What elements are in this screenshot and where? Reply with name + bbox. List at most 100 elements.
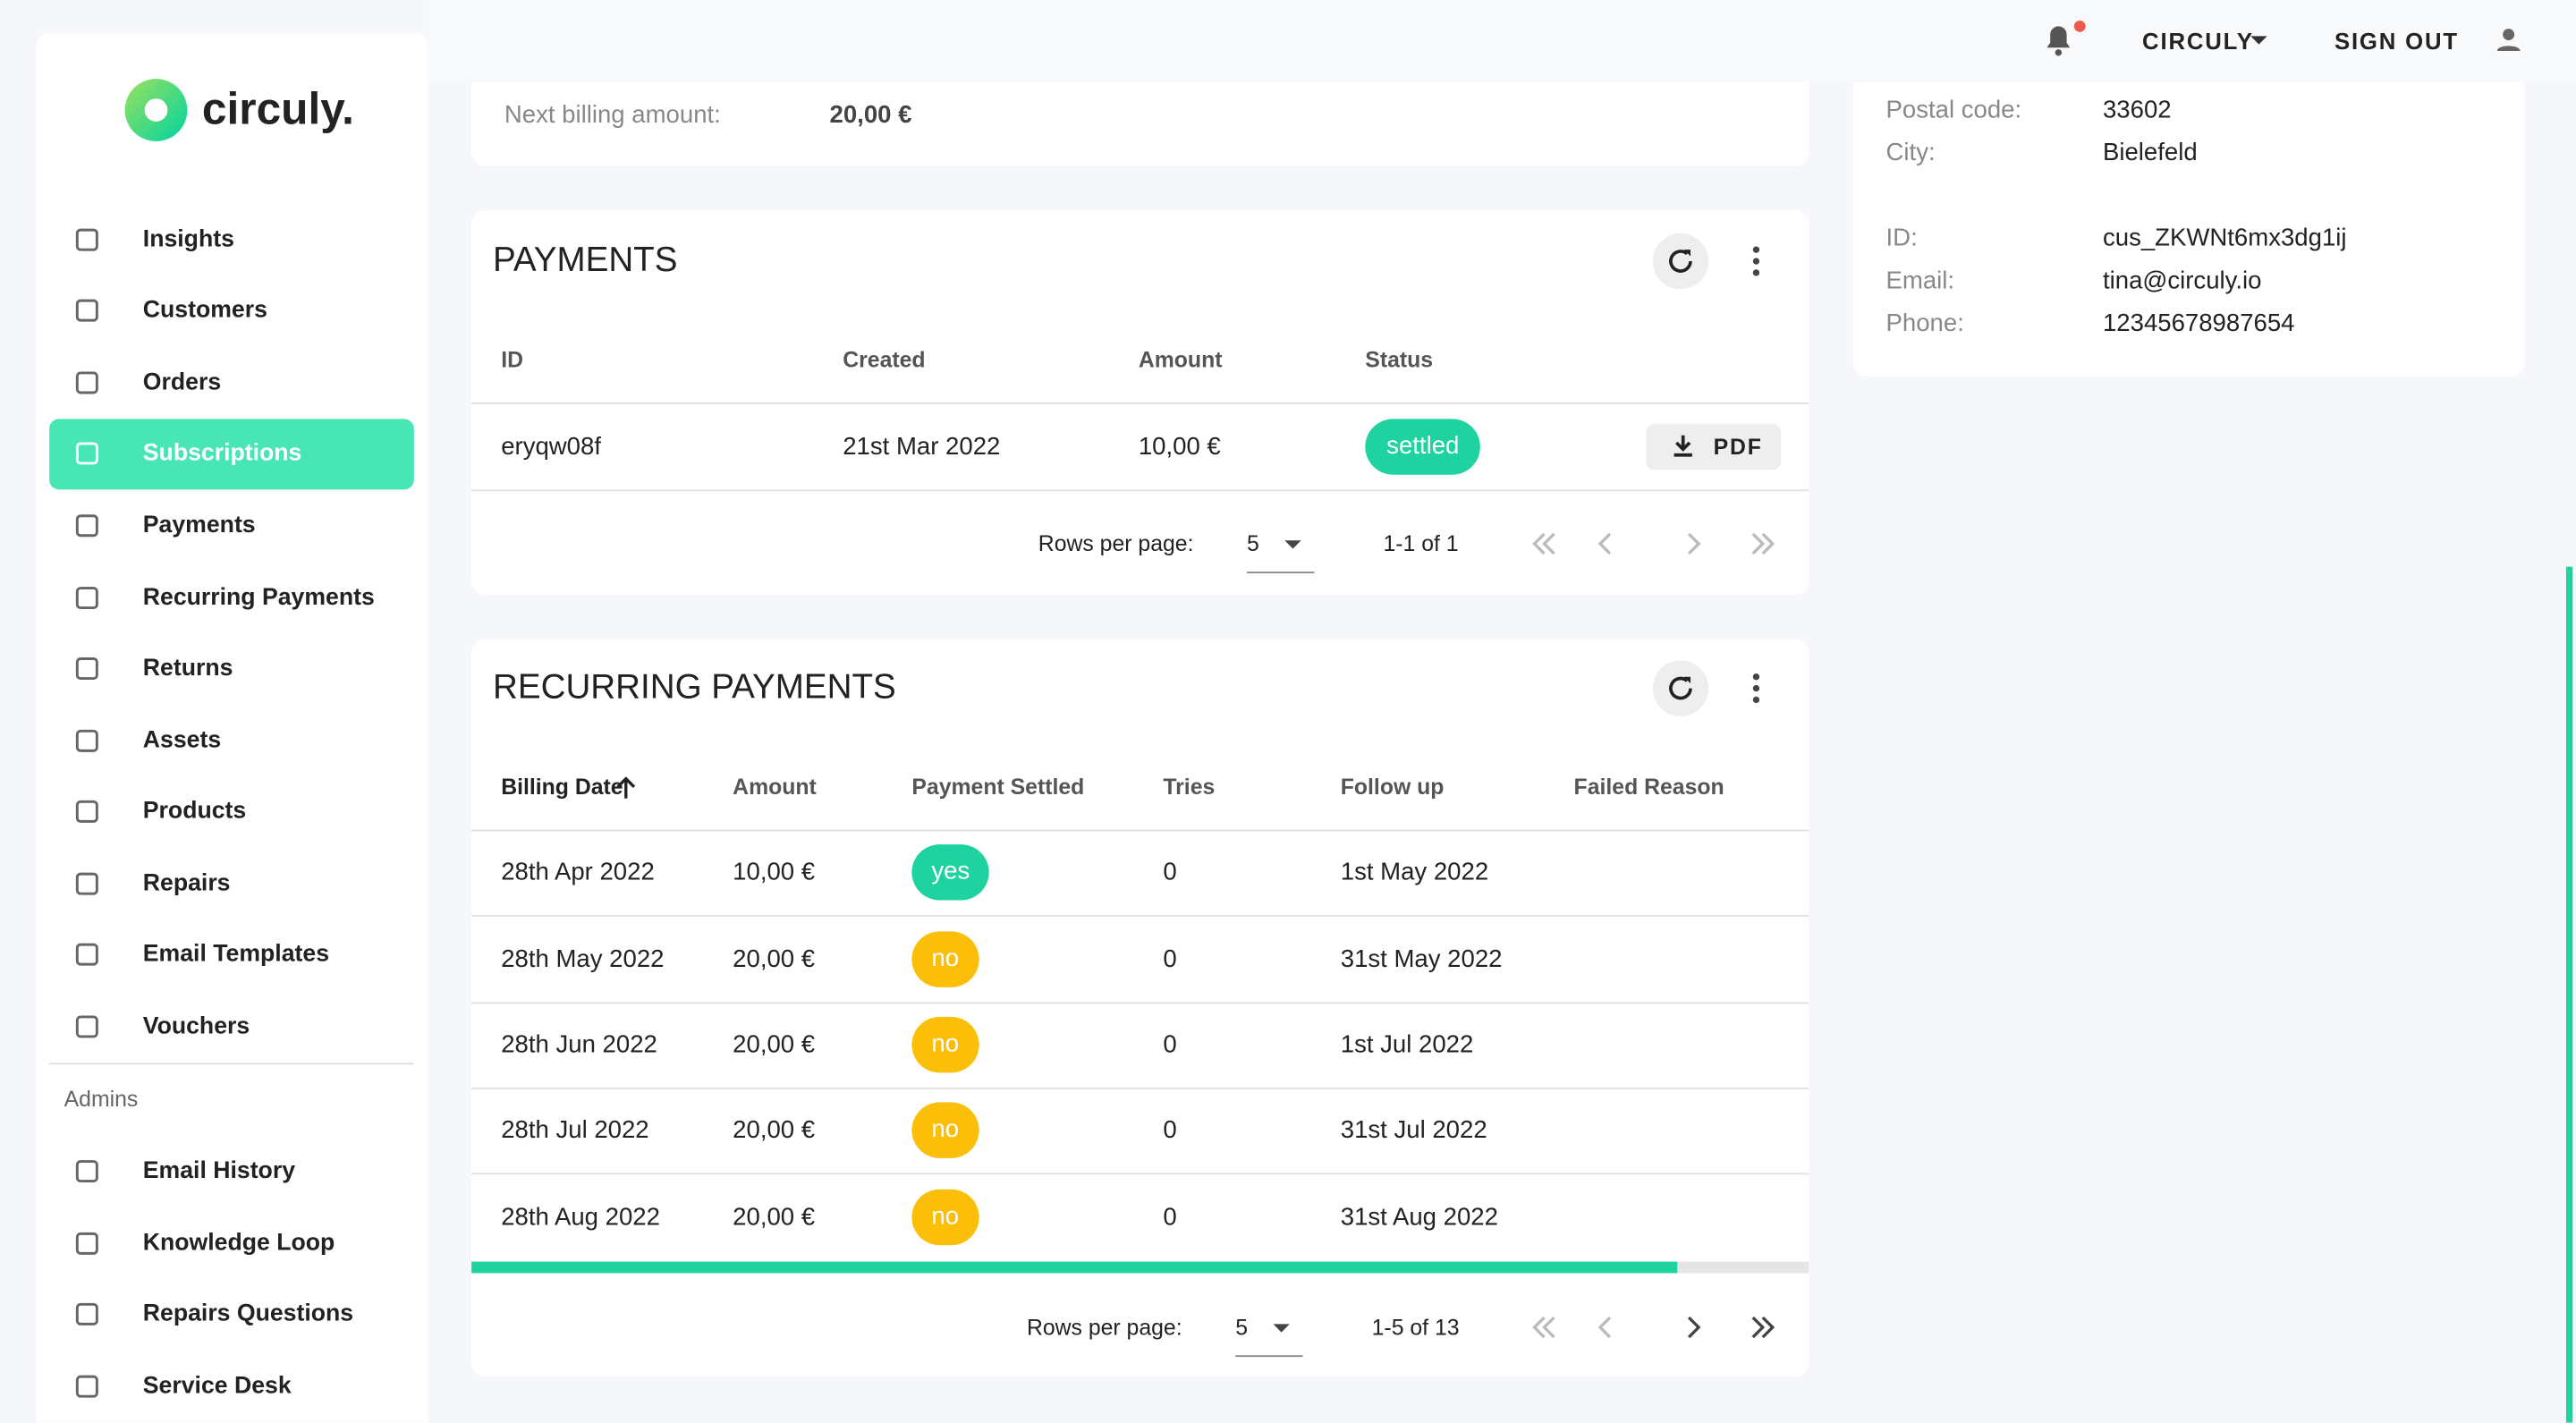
rows-per-page[interactable]: 5 bbox=[1247, 531, 1259, 556]
field-label: Phone: bbox=[1885, 309, 1964, 338]
cell: 28th Apr 2022 bbox=[501, 858, 655, 886]
sort-icon[interactable] bbox=[616, 776, 636, 799]
nav-item[interactable]: Products bbox=[142, 798, 247, 826]
cell: 0 bbox=[1163, 1030, 1177, 1059]
nav-item[interactable]: Returns bbox=[142, 655, 233, 682]
field-value: cus_ZKWNt6mx3dg1ij bbox=[2102, 224, 2347, 252]
nav-icon bbox=[75, 442, 98, 465]
cell: 1st Jul 2022 bbox=[1340, 1030, 1474, 1059]
cell: 20,00 € bbox=[733, 1203, 816, 1232]
field-value: Bielefeld bbox=[2102, 139, 2198, 167]
cell: 20,00 € bbox=[733, 1030, 816, 1059]
more-button[interactable] bbox=[1748, 672, 1764, 705]
refresh-button[interactable] bbox=[1652, 233, 1709, 290]
sign-out[interactable]: SIGN OUT bbox=[2334, 28, 2459, 55]
column-header: Payment Settled bbox=[911, 775, 1085, 800]
bell-icon[interactable] bbox=[2042, 20, 2086, 59]
page-button[interactable] bbox=[1687, 1316, 1708, 1339]
row-divider bbox=[471, 489, 1809, 492]
topbar bbox=[428, 0, 2576, 82]
column-header[interactable]: Billing Date bbox=[501, 775, 623, 800]
page-button[interactable] bbox=[1532, 1316, 1555, 1339]
more-button[interactable] bbox=[1748, 245, 1764, 278]
nav-item[interactable]: Subscriptions bbox=[142, 440, 302, 467]
nav-icon bbox=[75, 1375, 98, 1398]
settled-chip: no bbox=[911, 1102, 979, 1158]
pdf-label[interactable]: PDF bbox=[1713, 434, 1763, 460]
field-label: City: bbox=[1885, 139, 1936, 167]
field-label: ID: bbox=[1885, 224, 1918, 252]
nav-item[interactable]: Email Templates bbox=[142, 941, 330, 968]
nav-active-bg[interactable] bbox=[49, 419, 414, 490]
cell: 0 bbox=[1163, 945, 1177, 974]
pdf-button[interactable] bbox=[1646, 423, 1781, 470]
rows-per-page[interactable]: 5 bbox=[1235, 1315, 1249, 1340]
dropdown-icon[interactable] bbox=[2250, 33, 2267, 47]
cell: 0 bbox=[1163, 1116, 1177, 1145]
page-button[interactable] bbox=[1687, 532, 1708, 555]
nav-icon bbox=[75, 872, 98, 895]
row-divider bbox=[471, 402, 1809, 404]
column-header: Status bbox=[1365, 347, 1434, 373]
column-header: Created bbox=[843, 347, 926, 373]
status-chip: settled bbox=[1365, 419, 1481, 475]
column-header: Follow up bbox=[1340, 775, 1445, 800]
page-scrollbar bbox=[2565, 566, 2573, 1423]
cell: 31st Jul 2022 bbox=[1340, 1116, 1487, 1145]
billing-label: Next billing amount: bbox=[504, 100, 721, 130]
nav-item[interactable]: Assets bbox=[142, 727, 222, 755]
settled-chip: no bbox=[911, 1016, 979, 1073]
column-header: Amount bbox=[733, 775, 817, 800]
nav-item[interactable]: Insights bbox=[142, 226, 234, 253]
nav-icon bbox=[75, 228, 98, 251]
nav-icon bbox=[75, 514, 98, 538]
nav-item[interactable]: Repairs Questions bbox=[142, 1300, 354, 1328]
select-arrow[interactable] bbox=[1284, 540, 1301, 550]
cell: 1st May 2022 bbox=[1340, 858, 1489, 886]
card-title: RECURRING PAYMENTS bbox=[493, 668, 896, 707]
nav-item[interactable]: Service Desk bbox=[142, 1373, 292, 1400]
page-button[interactable] bbox=[1597, 532, 1620, 555]
logo-dot bbox=[144, 98, 168, 122]
field-value: 33602 bbox=[2102, 96, 2172, 124]
nav-item[interactable]: Vouchers bbox=[142, 1013, 250, 1040]
refresh-button[interactable] bbox=[1652, 660, 1709, 716]
cell: 28th Jul 2022 bbox=[501, 1116, 649, 1145]
recurring-card bbox=[471, 639, 1809, 1377]
nav-item[interactable]: Recurring Payments bbox=[142, 584, 375, 612]
user-icon[interactable] bbox=[2496, 26, 2521, 52]
page-button[interactable] bbox=[1751, 1316, 1775, 1339]
column-header: Amount bbox=[1138, 347, 1223, 373]
settled-chip: no bbox=[911, 931, 979, 987]
row-divider bbox=[471, 915, 1809, 917]
select-underline bbox=[1247, 572, 1315, 574]
scrollbar-thumb[interactable] bbox=[471, 1261, 1678, 1274]
cell: 31st May 2022 bbox=[1340, 945, 1503, 974]
column-header: Tries bbox=[1163, 775, 1216, 800]
page-button[interactable] bbox=[1597, 1316, 1620, 1339]
page-range: 1-1 of 1 bbox=[1383, 531, 1459, 556]
nav-item[interactable]: Payments bbox=[142, 512, 256, 539]
cell: 28th Aug 2022 bbox=[501, 1203, 660, 1232]
nav-item[interactable]: Orders bbox=[142, 369, 222, 396]
cell: 28th Jun 2022 bbox=[501, 1030, 657, 1059]
row-divider bbox=[471, 1173, 1809, 1175]
download-icon[interactable] bbox=[1674, 435, 1692, 457]
cell: eryqw08f bbox=[501, 432, 602, 462]
nav-item[interactable]: Customers bbox=[142, 297, 267, 324]
nav-item[interactable]: Email History bbox=[142, 1157, 296, 1185]
select-arrow[interactable] bbox=[1273, 1324, 1290, 1334]
account-menu[interactable]: CIRCULY bbox=[2142, 28, 2254, 55]
page-range: 1-5 of 13 bbox=[1371, 1315, 1460, 1340]
logo-text: circuly. bbox=[201, 84, 354, 134]
cell: 20,00 € bbox=[733, 945, 816, 974]
nav-divider bbox=[49, 1063, 414, 1065]
page-button[interactable] bbox=[1532, 532, 1555, 555]
field-value: 12345678987654 bbox=[2102, 309, 2295, 338]
field-value: tina@circuly.io bbox=[2102, 267, 2262, 295]
page-button[interactable] bbox=[1751, 532, 1775, 555]
nav-item[interactable]: Knowledge Loop bbox=[142, 1230, 335, 1258]
nav-icon bbox=[75, 587, 98, 610]
nav-item[interactable]: Repairs bbox=[142, 870, 231, 897]
